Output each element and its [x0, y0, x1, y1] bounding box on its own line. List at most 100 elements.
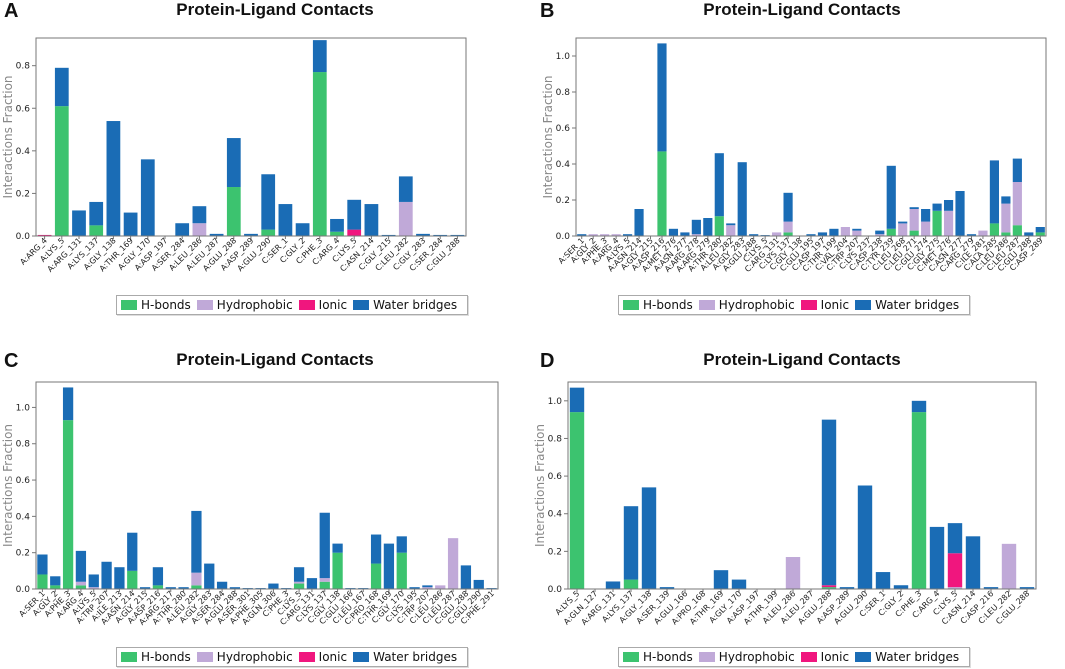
bar-segment-water — [821, 419, 837, 586]
legend-item-hydrophobic: Hydrophobic — [196, 298, 293, 312]
bar-segment-water — [680, 232, 690, 236]
y-tick-label: 0.2 — [16, 549, 30, 559]
bar-segment-water — [50, 576, 61, 586]
y-tick-label: 0.8 — [556, 88, 571, 98]
legend-label: H-bonds — [643, 298, 693, 312]
bar-segment-water — [839, 587, 855, 589]
bar-segment-water — [737, 162, 747, 236]
bar-segment-water — [295, 223, 310, 236]
legend-item-water-bridges: Water bridges — [353, 298, 457, 312]
bar-segment-water — [749, 234, 759, 236]
panel-label: C — [4, 350, 19, 372]
panel-a: A Protein-Ligand Contacts 0.0 0.2 0.4 0.6 0.… — [0, 0, 532, 334]
legend: H-bonds Hydrophobic Ionic Water bridges — [618, 295, 971, 315]
bar-segment-water — [886, 165, 896, 229]
bar-segment-water — [577, 234, 587, 236]
bar-segment-water — [641, 487, 657, 589]
bar-segment-water — [127, 532, 138, 571]
bar-segment-hydrophobic — [611, 234, 621, 236]
bar-segment-water — [216, 581, 228, 589]
legend: H-bonds Hydrophobic Ionic Water bridges — [116, 295, 469, 315]
bar-segment-water — [75, 550, 87, 582]
panel-label: D — [540, 350, 555, 372]
bar-segment-water — [983, 587, 999, 589]
chart-title: Protein-Ligand Contacts — [176, 350, 374, 369]
bar-segment-hydrophobic — [88, 587, 99, 589]
bar-segment-hbonds — [75, 585, 87, 589]
bar-segment-hbonds — [657, 151, 667, 236]
y-tick-label: 0.2 — [16, 189, 30, 199]
bar-segment-hbonds — [1012, 225, 1022, 236]
bar-segment-water — [460, 565, 472, 589]
bar-segment-water — [416, 233, 430, 236]
bar-segment-hbonds — [332, 552, 343, 589]
bar-segment-water — [966, 234, 977, 236]
legend-item-hydrophobic: Hydrophobic — [196, 650, 293, 664]
bar-segment-water — [1024, 232, 1034, 236]
bar-segment-water — [659, 587, 675, 589]
bar-segment-hbonds — [909, 230, 919, 236]
bar-segment-water — [140, 159, 155, 236]
panel-b: B Protein-Ligand Contacts 0.0 0.2 0.4 0.6 0.… — [532, 0, 1065, 334]
panel-c: C Protein-Ligand Contacts 0.0 0.2 0.4 0.6 0.… — [0, 346, 532, 669]
legend-item-hydrophobic: Hydrophobic — [698, 650, 795, 664]
bar-segment-water — [605, 581, 621, 589]
bar-segment-water — [921, 209, 931, 222]
bar-segment-water — [857, 485, 873, 589]
bar-segment-water — [347, 199, 362, 230]
bar-segment-water — [1019, 587, 1035, 589]
bar-segment-water — [306, 578, 318, 589]
legend-label: H-bonds — [141, 298, 191, 312]
y-tick-label: 0.2 — [556, 196, 570, 206]
bar-segment-water — [72, 210, 86, 236]
bar-segment-hbonds — [62, 420, 74, 589]
bar-segment-water — [398, 176, 413, 202]
panel-label: B — [540, 0, 555, 22]
bar-segment-water — [106, 121, 121, 236]
legend-item-hbonds: H-bonds — [623, 298, 693, 312]
bar-segment-hydrophobic — [898, 223, 908, 236]
bar-segment-water — [691, 219, 701, 235]
bar-segment-hydrophobic — [398, 201, 413, 236]
bar-segment-hbonds — [623, 579, 639, 589]
bar-segment-water — [703, 218, 713, 236]
bar-segment-water — [1001, 196, 1011, 204]
bar-segment-hbonds — [127, 570, 138, 589]
bar-segment-water — [330, 218, 344, 232]
legend-label: Water bridges — [875, 650, 960, 664]
y-tick-label: 0.4 — [16, 512, 31, 522]
legend-item-hbonds: H-bonds — [121, 298, 191, 312]
bar-segment-water — [139, 587, 151, 589]
bar-segment-water — [89, 201, 104, 226]
legend-label: Water bridges — [373, 298, 458, 312]
legend-label: Hydrophobic — [718, 650, 795, 664]
y-tick-label: 0.4 — [16, 147, 31, 157]
bar-segment-water — [332, 543, 343, 553]
y-tick-label: 0.8 — [16, 440, 31, 450]
bar-segment-hbonds — [886, 228, 896, 236]
bar-segment-water — [909, 207, 919, 209]
bar-segment-water — [278, 204, 293, 236]
bar-segment-water — [381, 234, 396, 236]
bar-segment-water — [1035, 227, 1045, 233]
bar-segment-hbonds — [191, 585, 202, 589]
bar-segment-hydrophobic — [192, 223, 207, 236]
bar-segment-ionic — [821, 585, 837, 588]
y-axis-label: Interactions Fraction — [1, 75, 15, 198]
bar-segment-water — [1012, 158, 1022, 182]
bar-segment-hydrophobic — [921, 221, 931, 236]
legend-item-hydrophobic: Hydrophobic — [698, 298, 795, 312]
legend: H-bonds Hydrophobic Ionic Water bridges — [618, 647, 971, 667]
legend-item-hbonds: H-bonds — [623, 650, 693, 664]
bar-segment-hydrophobic — [875, 234, 885, 236]
bar-segment-water — [569, 387, 585, 413]
bar-segment-water — [293, 567, 305, 582]
y-tick-label: 0.0 — [548, 585, 563, 595]
bar-segment-hydrophobic — [319, 578, 330, 582]
bar-segment-hbonds — [1001, 232, 1011, 236]
bar-segment-hbonds — [714, 216, 724, 236]
bar-segment-hydrophobic — [783, 221, 793, 233]
